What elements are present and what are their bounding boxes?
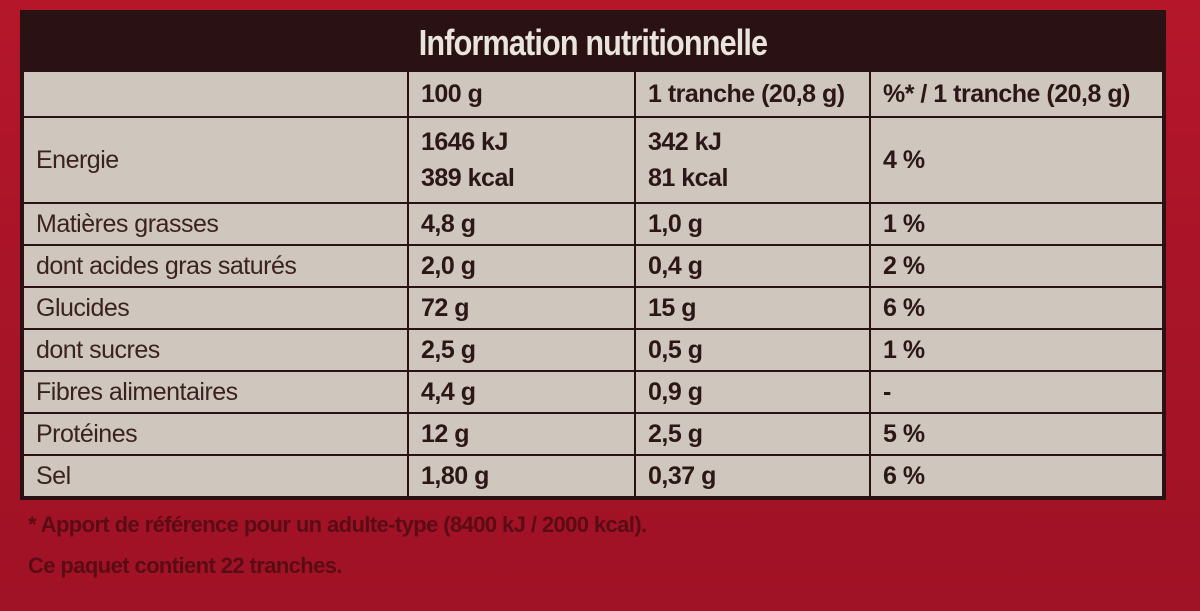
row-label: Sel <box>22 454 409 498</box>
energy-kcal: 389 kcal <box>421 164 515 192</box>
value-percent: - <box>869 370 1164 414</box>
value-slice: 15 g <box>634 286 871 330</box>
value-percent: 6 % <box>869 286 1164 330</box>
value-slice: 0,4 g <box>634 244 871 288</box>
value-percent: 5 % <box>869 412 1164 456</box>
value-slice: 2,5 g <box>634 412 871 456</box>
value-slice: 0,37 g <box>634 454 871 498</box>
value-100g: 12 g <box>407 412 636 456</box>
value-slice: 0,9 g <box>634 370 871 414</box>
energy-kcal: 81 kcal <box>648 164 728 192</box>
energy-kj: 1646 kJ <box>421 128 508 156</box>
row-label: dont sucres <box>22 328 409 372</box>
table-row: Fibres alimentaires 4,4 g 0,9 g - <box>22 370 1164 414</box>
value-percent: 6 % <box>869 454 1164 498</box>
header-empty <box>22 70 409 118</box>
value-100g: 4,4 g <box>407 370 636 414</box>
table-row: Protéines 12 g 2,5 g 5 % <box>22 412 1164 456</box>
package-footnote: Ce paquet contient 22 tranches. <box>28 553 343 578</box>
value-100g: 4,8 g <box>407 202 636 246</box>
row-label: Energie <box>22 116 409 204</box>
row-label: dont acides gras saturés <box>22 244 409 288</box>
energy-slice: 342 kJ 81 kcal <box>634 116 871 204</box>
row-label: Matières grasses <box>22 202 409 246</box>
table-row: Glucides 72 g 15 g 6 % <box>22 286 1164 330</box>
table-row-energie: Energie 1646 kJ 389 kcal 342 kJ 81 kcal … <box>22 116 1164 204</box>
energy-percent: 4 % <box>869 116 1164 204</box>
energy-100g: 1646 kJ 389 kcal <box>407 116 636 204</box>
row-label: Fibres alimentaires <box>22 370 409 414</box>
table-row: Matières grasses 4,8 g 1,0 g 1 % <box>22 202 1164 246</box>
value-percent: 2 % <box>869 244 1164 288</box>
value-slice: 0,5 g <box>634 328 871 372</box>
value-percent: 1 % <box>869 202 1164 246</box>
table-title: Information nutritionnelle <box>418 22 768 63</box>
header-row: 100 g 1 tranche (20,8 g) %* / 1 tranche … <box>22 70 1164 118</box>
value-100g: 72 g <box>407 286 636 330</box>
energy-kj: 342 kJ <box>648 128 722 156</box>
value-100g: 2,0 g <box>407 244 636 288</box>
table-row: Sel 1,80 g 0,37 g 6 % <box>22 454 1164 498</box>
row-label: Glucides <box>22 286 409 330</box>
value-100g: 2,5 g <box>407 328 636 372</box>
row-label: Protéines <box>22 412 409 456</box>
header-per-slice: 1 tranche (20,8 g) <box>634 70 871 118</box>
header-100g: 100 g <box>407 70 636 118</box>
nutrition-table: 100 g 1 tranche (20,8 g) %* / 1 tranche … <box>22 70 1164 498</box>
table-row: dont acides gras saturés 2,0 g 0,4 g 2 % <box>22 244 1164 288</box>
table-row: dont sucres 2,5 g 0,5 g 1 % <box>22 328 1164 372</box>
nutrition-panel: Information nutritionnelle 100 g 1 tranc… <box>20 10 1166 500</box>
value-slice: 1,0 g <box>634 202 871 246</box>
header-percent: %* / 1 tranche (20,8 g) <box>869 70 1164 118</box>
value-100g: 1,80 g <box>407 454 636 498</box>
reference-footnote: * Apport de référence pour un adulte-typ… <box>28 512 647 537</box>
value-percent: 1 % <box>869 328 1164 372</box>
